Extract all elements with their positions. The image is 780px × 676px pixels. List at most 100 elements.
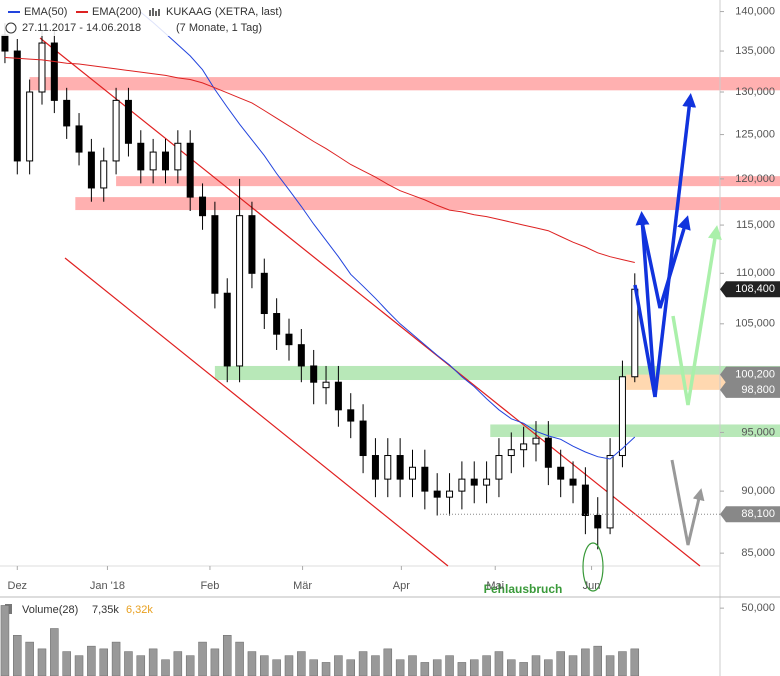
candle-body — [223, 292, 231, 367]
legend-entry: EMA(50) — [24, 6, 67, 18]
volume-bar — [62, 651, 71, 676]
price-tag-label: 108,400 — [735, 283, 775, 295]
candle-body — [359, 420, 367, 457]
candle-body — [470, 478, 478, 486]
x-tick-label: Jan '18 — [90, 580, 125, 592]
candle-body — [606, 455, 614, 529]
price-tag-label: 88,100 — [741, 508, 775, 520]
price-tag-label: 98,800 — [741, 384, 775, 396]
candle-body — [495, 455, 503, 480]
candle-body — [557, 466, 565, 480]
volume-bar — [408, 655, 417, 676]
x-tick-label: Mär — [293, 580, 312, 592]
candle-body — [75, 125, 83, 153]
candle-body — [396, 455, 404, 480]
volume-bar — [531, 655, 541, 676]
clock-icon — [5, 22, 17, 34]
volume-bar — [581, 648, 590, 676]
legend-entry: EMA(200) — [92, 6, 142, 18]
volume-bar — [13, 635, 22, 676]
volume-bar — [74, 655, 84, 676]
price-tag — [720, 381, 780, 398]
volume-bar — [235, 641, 244, 676]
trend-line — [39, 37, 701, 567]
candle-body — [520, 443, 528, 451]
volume-bar — [25, 641, 34, 676]
volume-bar — [618, 651, 627, 676]
volume-bar — [198, 641, 207, 676]
candle-body — [124, 99, 132, 144]
volume-bar — [124, 651, 133, 676]
y-tick-label: 110,000 — [736, 267, 775, 279]
volume-bar — [99, 648, 108, 676]
candle-body — [273, 313, 281, 335]
volume-bar — [445, 655, 454, 676]
x-tick-label: Dez — [8, 580, 28, 592]
y-tick-label: 115,000 — [736, 219, 775, 231]
volume-bar — [420, 662, 430, 676]
volume-bar — [210, 648, 220, 676]
title: KUKAAG (XETRA, last) — [166, 6, 282, 18]
volume-bar — [630, 648, 640, 676]
candle-body — [161, 151, 169, 171]
volume-bar — [222, 635, 232, 676]
period: (7 Monate, 1 Tag) — [176, 22, 262, 34]
candle-body — [149, 151, 157, 171]
candle-body — [26, 91, 34, 162]
candle-body — [38, 42, 46, 93]
volume-bar — [371, 655, 380, 676]
highlight-ellipse — [582, 542, 604, 592]
volume-bar — [457, 662, 467, 676]
legend-bg — [0, 2, 300, 36]
trend-line — [64, 257, 449, 567]
volume-bar — [556, 651, 565, 676]
volume-bar — [593, 645, 602, 676]
candle-body — [211, 215, 219, 294]
volume-bar — [260, 655, 269, 676]
volume-bar — [321, 662, 331, 676]
candle-body — [199, 196, 207, 217]
candle-body — [236, 215, 244, 367]
volume-bar — [568, 655, 578, 676]
volume-bar — [519, 662, 528, 676]
candle-body — [618, 376, 626, 457]
zone — [490, 424, 780, 438]
scenario-arrow — [653, 93, 697, 398]
volume-bar — [272, 659, 281, 676]
volume-average: 6,32k — [126, 604, 153, 616]
volume-bar — [544, 659, 553, 676]
candle-body — [421, 466, 429, 492]
volume-bar — [136, 655, 146, 676]
volume-bar — [0, 605, 10, 676]
candle-body — [334, 381, 342, 411]
candle-body — [569, 478, 577, 486]
volume-bar — [482, 655, 491, 676]
volume-bar — [507, 659, 516, 676]
volume-bar — [297, 651, 306, 676]
volume-bar — [50, 628, 59, 676]
zone — [116, 176, 780, 187]
x-tick-label: Jun — [583, 580, 601, 592]
candle-body — [186, 142, 194, 198]
scenario-arrow — [640, 215, 691, 309]
candle-body — [581, 484, 589, 517]
volume-tick-label: 50,000 — [741, 602, 775, 614]
volume-bar — [284, 655, 294, 676]
candle-body — [594, 515, 602, 529]
candle-body — [408, 466, 416, 480]
candle-body — [310, 365, 318, 383]
volume-bar — [395, 659, 405, 676]
y-tick-label: 120,000 — [735, 173, 775, 185]
ema-line — [140, 11, 636, 460]
volume-bar — [37, 648, 47, 676]
volume-bar — [87, 645, 96, 676]
scenario-arrow — [671, 225, 722, 406]
y-tick-label: 85,000 — [741, 547, 775, 559]
candle-body — [112, 99, 120, 162]
volume-bar — [309, 659, 318, 676]
price-tag — [720, 281, 780, 298]
x-tick-label: Mai — [486, 580, 504, 592]
candle-body — [446, 490, 454, 498]
candle-body — [100, 160, 108, 189]
